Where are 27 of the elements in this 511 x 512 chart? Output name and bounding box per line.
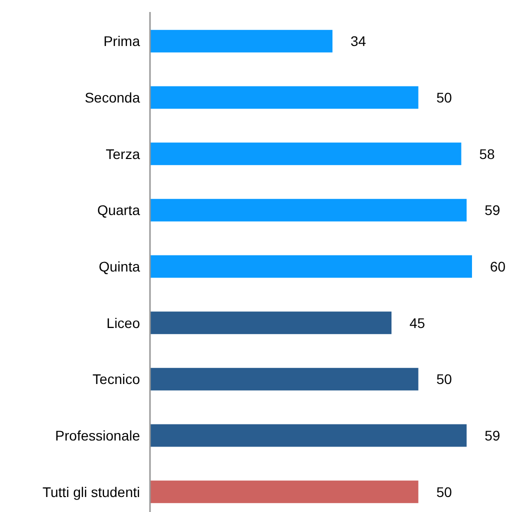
bar <box>150 368 418 390</box>
y-tick-label: Quarta <box>97 202 140 218</box>
y-tick-label: Tecnico <box>92 371 140 388</box>
data-label: 45 <box>410 314 426 331</box>
bar <box>150 30 332 52</box>
data-label: 58 <box>479 146 496 162</box>
y-tick-label: Terza <box>106 146 140 162</box>
bar <box>150 86 418 109</box>
data-label: 50 <box>436 371 452 388</box>
data-label: 59 <box>484 428 500 444</box>
y-tick-label: Quinta <box>98 258 140 274</box>
bar <box>150 255 472 278</box>
data-label: 59 <box>484 202 500 218</box>
bar <box>150 424 467 447</box>
y-tick-label: Prima <box>103 33 140 50</box>
data-label: 50 <box>436 90 452 106</box>
y-tick-label: Liceo <box>106 314 140 331</box>
y-tick-label: Seconda <box>84 90 140 106</box>
data-label: 50 <box>436 484 452 500</box>
bar <box>150 480 418 504</box>
y-tick-label: Tutti gli studenti <box>42 484 140 500</box>
bar <box>150 312 392 334</box>
data-label: 60 <box>490 258 506 274</box>
bar <box>150 142 462 166</box>
data-label: 34 <box>350 33 366 50</box>
y-tick-label: Professionale <box>55 428 140 444</box>
bar <box>150 198 467 222</box>
